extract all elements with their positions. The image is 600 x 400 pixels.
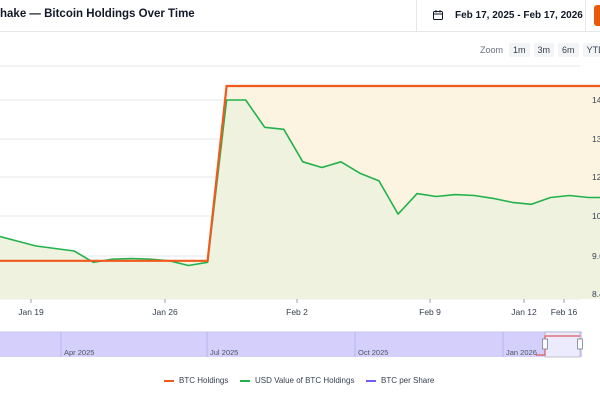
chart-lines — [0, 84, 600, 267]
zoom-ytd-button[interactable]: YTD — [582, 43, 600, 57]
action-button[interactable] — [594, 5, 600, 26]
legend-swatch-btc-per-share — [366, 379, 376, 382]
navigator-left-handle — [542, 338, 548, 350]
y-tick-label: 9.6 — [592, 251, 600, 261]
legend-label-btc-holdings: BTC Holdings — [179, 376, 229, 385]
x-tick-label: Jan 26 — [152, 307, 178, 317]
legend-label-usd-value: USD Value of BTC Holdings — [255, 376, 355, 385]
x-tick-label: Feb 2 — [286, 307, 308, 317]
y-tick-label: 12 — [592, 172, 600, 182]
navigator-label: Apr 2025 — [64, 348, 94, 357]
usd-value-area — [0, 100, 600, 299]
page-title: hake — Bitcoin Holdings Over Time — [0, 8, 195, 20]
range-navigator[interactable]: Apr 2025 Jul 2025 Oct 2025 Jan 2026 — [0, 331, 583, 358]
legend-label-btc-per-share: BTC per Share — [381, 376, 435, 385]
legend-item-btc-per-share[interactable]: BTC per Share — [366, 376, 434, 385]
zoom-controls: Zoom 1m 3m 6m YTD — [480, 43, 600, 57]
navigator-background — [0, 332, 582, 357]
date-range-picker[interactable]: Feb 17, 2025 - Feb 17, 2026 — [416, 0, 586, 31]
y-axis-ticks: 8.4 9.6 10 12 13 14 — [592, 95, 600, 299]
x-tick-label: Feb 16 — [551, 307, 578, 317]
y-tick-label: 8.4 — [592, 289, 600, 299]
y-tick-label: 14 — [592, 95, 600, 105]
calendar-icon — [433, 10, 443, 20]
header-bar: hake — Bitcoin Holdings Over Time Feb 17… — [0, 0, 600, 32]
zoom-3m-button[interactable]: 3m — [533, 43, 555, 57]
navigator-label: Jan 2026 — [506, 348, 537, 357]
legend-item-usd-value[interactable]: USD Value of BTC Holdings — [240, 376, 354, 385]
navigator-label: Oct 2025 — [358, 348, 388, 357]
y-tick-label: 13 — [592, 134, 600, 144]
legend-swatch-btc-holdings — [164, 379, 174, 382]
zoom-label: Zoom — [480, 45, 504, 55]
navigator-right-handle — [577, 338, 583, 350]
legend-swatch-usd-value — [240, 379, 250, 382]
x-tick-label: Feb 9 — [419, 307, 441, 317]
x-tick-label: Jan 19 — [18, 307, 44, 317]
zoom-6m-button[interactable]: 6m — [558, 43, 579, 57]
date-range-label: Feb 17, 2025 - Feb 17, 2026 — [455, 10, 583, 21]
chart-legend: BTC Holdings USD Value of BTC Holdings B… — [0, 376, 600, 388]
y-tick-label: 10 — [592, 211, 600, 221]
btc-holdings-line — [0, 84, 600, 262]
legend-item-btc-holdings[interactable]: BTC Holdings — [164, 376, 228, 385]
x-tick-label: Jan 12 — [511, 307, 537, 317]
usd-value-line — [0, 99, 600, 267]
navigator-label: Jul 2025 — [210, 348, 238, 357]
zoom-1m-button[interactable]: 1m — [509, 43, 530, 57]
chart-fills — [0, 86, 600, 299]
x-axis-ticks: Jan 19 Jan 26 Feb 2 Feb 9 Jan 12 Feb 16 — [18, 299, 578, 317]
